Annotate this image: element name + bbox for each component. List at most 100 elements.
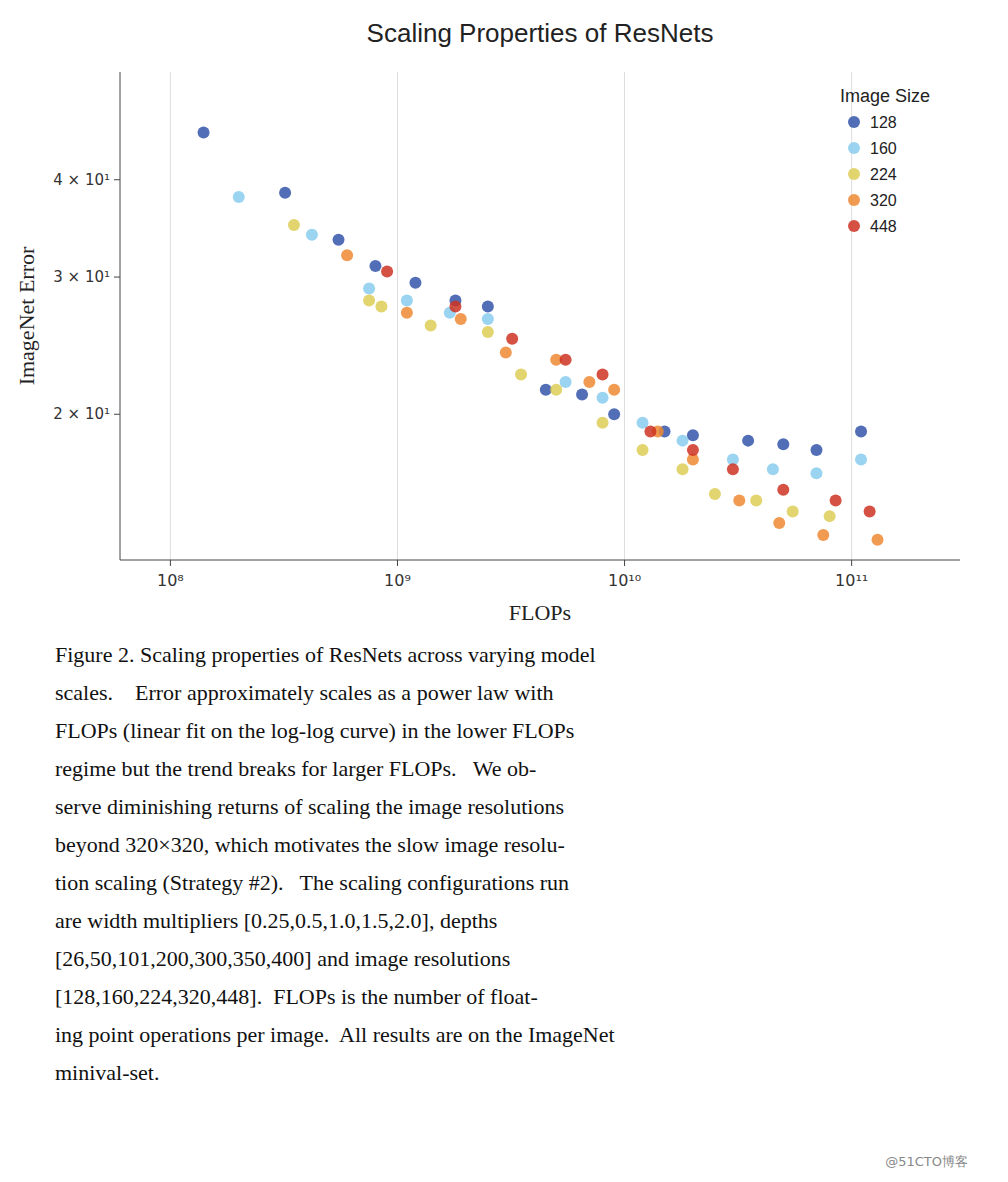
series [381, 265, 876, 517]
series [341, 249, 883, 546]
y-tick-label: 3 × 10¹ [53, 268, 110, 286]
y-tick [114, 179, 120, 180]
point [363, 283, 375, 295]
legend-label: 160 [870, 140, 897, 157]
grid-line [624, 72, 625, 560]
point [409, 277, 421, 289]
point [576, 389, 588, 401]
x-tick-label: 10¹⁰ [608, 571, 641, 590]
point [550, 384, 562, 396]
point [597, 392, 609, 404]
caption-line: FLOPs (linear fit on the log-log curve) … [55, 718, 574, 743]
point [449, 301, 461, 313]
point [767, 463, 779, 475]
y-axis-line [120, 72, 121, 560]
point [824, 510, 836, 522]
point [233, 191, 245, 203]
point [777, 484, 789, 496]
y-tick-label: 4 × 10¹ [53, 171, 110, 189]
title: Scaling Properties of ResNets [367, 18, 714, 48]
point [363, 294, 375, 306]
caption: Figure 2. Scaling properties of ResNets … [55, 642, 615, 1085]
watermark: @51CTO博客 [885, 1154, 968, 1169]
point [341, 249, 353, 261]
caption-line: beyond 320×320, which motivates the slow… [55, 832, 565, 857]
legend: Image Size128160224320448 [840, 86, 930, 235]
point [687, 444, 699, 456]
point [560, 354, 572, 366]
grid [170, 72, 851, 560]
point [455, 313, 467, 325]
point [855, 453, 867, 465]
caption-line: Figure 2. Scaling properties of ResNets … [55, 642, 596, 667]
point [500, 347, 512, 359]
legend-marker [848, 220, 860, 232]
point [855, 426, 867, 438]
point [375, 301, 387, 313]
point [810, 444, 822, 456]
point [787, 506, 799, 518]
point [687, 429, 699, 441]
legend-marker [848, 168, 860, 180]
point [742, 435, 754, 447]
point [515, 368, 527, 380]
legend-label: 448 [870, 218, 897, 235]
x-tick [624, 560, 625, 566]
point [709, 488, 721, 500]
point [333, 234, 345, 246]
point [401, 307, 413, 319]
y-axis-label: ImageNet Error [14, 246, 39, 385]
background [0, 0, 1008, 1182]
point [306, 229, 318, 241]
caption-line: minival-set. [55, 1060, 159, 1085]
legend-label: 320 [870, 192, 897, 209]
grid-line [170, 72, 171, 560]
x-axis-label: FLOPs [509, 600, 571, 625]
series [233, 191, 867, 479]
point [279, 187, 291, 199]
point [560, 376, 572, 388]
x-axis-line [120, 560, 960, 561]
point [637, 444, 649, 456]
point [583, 376, 595, 388]
legend-marker [848, 142, 860, 154]
point [482, 301, 494, 313]
point [608, 408, 620, 420]
series [288, 219, 836, 522]
point [727, 463, 739, 475]
point [198, 126, 210, 138]
caption-line: scales. Error approximately scales as a … [55, 680, 554, 705]
point [773, 517, 785, 529]
caption-line: tion scaling (Strategy #2). The scaling … [55, 870, 569, 895]
caption-line: ing point operations per image. All resu… [55, 1022, 615, 1047]
point [733, 494, 745, 506]
y-tick-label: 2 × 10¹ [53, 405, 110, 423]
series [198, 126, 867, 455]
point [872, 534, 884, 546]
legend-marker [848, 194, 860, 206]
point [482, 326, 494, 338]
legend-label: 128 [870, 114, 897, 131]
y-tick [114, 414, 120, 415]
point [677, 463, 689, 475]
caption-line: [26,50,101,200,300,350,400] and image re… [55, 946, 510, 971]
points [198, 126, 884, 545]
point [425, 319, 437, 331]
x-tick [397, 560, 398, 566]
grid-line [397, 72, 398, 560]
point [810, 467, 822, 479]
point [597, 417, 609, 429]
legend-title: Image Size [840, 86, 930, 106]
x-tick-label: 10¹¹ [835, 571, 868, 590]
y-tick [114, 277, 120, 278]
point [608, 384, 620, 396]
caption-line: regime but the trend breaks for larger F… [55, 756, 536, 781]
point [540, 384, 552, 396]
x-tick [170, 560, 171, 566]
point [777, 438, 789, 450]
point [817, 529, 829, 541]
caption-line: [128,160,224,320,448]. FLOPs is the numb… [55, 984, 538, 1009]
chart: Scaling Properties of ResNets10⁸10⁹10¹⁰1… [0, 0, 1008, 1182]
point [506, 333, 518, 345]
point [369, 260, 381, 272]
